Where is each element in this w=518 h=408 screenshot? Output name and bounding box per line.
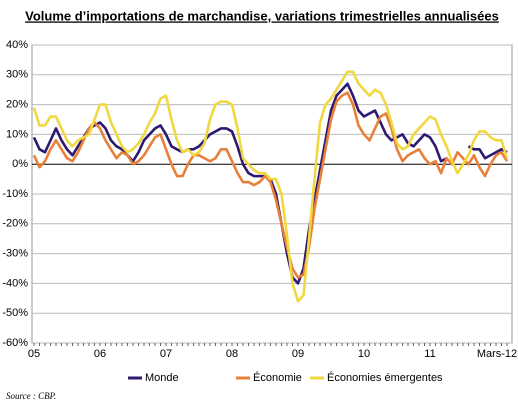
y-tick-label: 40%: [6, 39, 28, 51]
y-tick-label: 20%: [6, 99, 28, 111]
x-tick-label: 10: [358, 348, 370, 360]
line-series: [32, 82, 508, 285]
x-tick-label: 06: [94, 348, 106, 360]
y-tick-label: -50%: [2, 307, 28, 319]
chart-title: Volume d’importations de marchandise, va…: [25, 8, 499, 23]
x-tick-label: Mars-12: [477, 348, 517, 360]
y-tick-label: 0%: [12, 158, 28, 170]
y-tick-label: -10%: [2, 188, 28, 200]
x-tick-label: 05: [28, 348, 40, 360]
source: Source : CBP.: [6, 391, 56, 401]
y-tick-label: -20%: [2, 218, 28, 230]
line-series: [32, 91, 509, 279]
x-tick-label: 07: [160, 348, 172, 360]
x-tick-label: 09: [292, 348, 304, 360]
legend-label: Économies émergentes: [327, 371, 443, 384]
y-tick-label: -30%: [2, 248, 28, 260]
y-tick-label: -60%: [2, 337, 28, 349]
y-tick-label: -40%: [2, 277, 28, 289]
y-tick-label: 30%: [6, 69, 28, 81]
legend-label: Économie: [253, 371, 302, 384]
line-series: [32, 70, 509, 303]
x-tick-label: 11: [424, 348, 435, 360]
y-tick-label: 10%: [6, 128, 28, 140]
legend-label: Monde: [145, 372, 179, 384]
x-tick-label: 08: [226, 348, 238, 360]
